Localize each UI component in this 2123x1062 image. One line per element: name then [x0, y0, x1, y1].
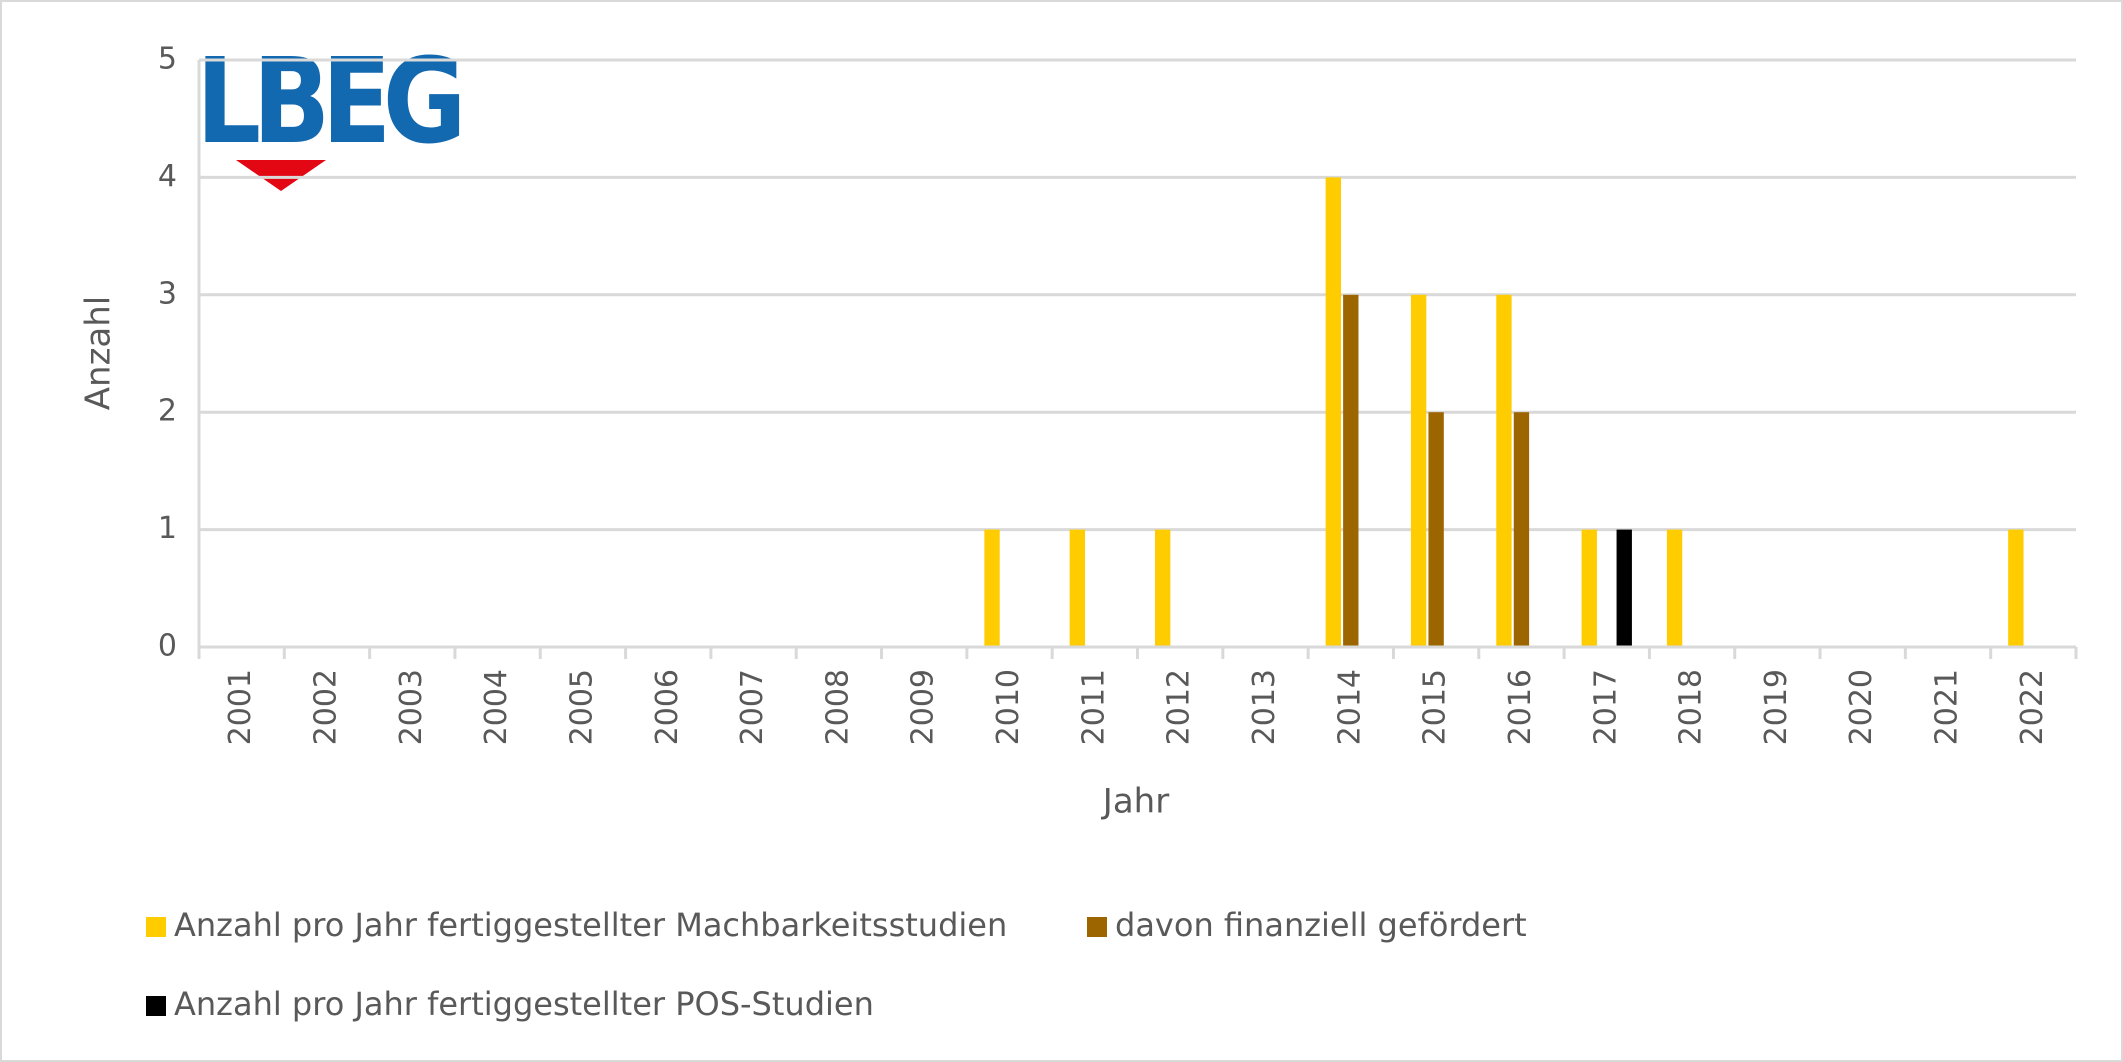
bar — [1616, 529, 1632, 647]
x-tick-label: 2001 — [223, 669, 258, 745]
legend-swatch — [146, 996, 166, 1016]
legend-label: Anzahl pro Jahr fertiggestellter Machbar… — [174, 906, 1007, 944]
bar — [984, 529, 1000, 647]
x-tick-label: 2008 — [820, 669, 855, 745]
legend-label: davon finanziell gefördert — [1115, 906, 1527, 944]
x-tick-label: 2005 — [564, 669, 599, 745]
y-tick-label: 0 — [158, 629, 177, 664]
x-tick-label: 2020 — [1844, 669, 1879, 745]
bar — [1069, 529, 1086, 647]
logo-text: LBEG — [196, 32, 460, 170]
x-tick-label: 2019 — [1759, 669, 1794, 745]
x-tick-label: 2006 — [650, 669, 685, 745]
x-tick-label: 2017 — [1588, 669, 1623, 745]
y-tick-label: 4 — [158, 159, 177, 194]
x-tick-label: 2015 — [1418, 669, 1453, 745]
x-tick-label: 2014 — [1332, 669, 1367, 745]
y-tick-label: 1 — [158, 511, 177, 546]
bar — [1513, 412, 1530, 647]
x-tick-label: 2021 — [1930, 669, 1965, 745]
bar — [1154, 529, 1171, 647]
x-tick-label: 2002 — [308, 669, 343, 745]
x-axis-title: Jahr — [1101, 782, 1169, 822]
bar — [1581, 529, 1597, 647]
bar — [1496, 294, 1512, 647]
bar — [1666, 529, 1683, 647]
x-tick-label: 2009 — [906, 669, 941, 745]
y-tick-label: 2 — [158, 394, 177, 429]
legend-label: Anzahl pro Jahr fertiggestellter POS-Stu… — [174, 985, 874, 1023]
x-tick-label: 2007 — [735, 669, 770, 745]
logo: LBEG — [196, 32, 470, 191]
y-axis-title: Anzahl — [79, 296, 119, 410]
x-tick-label: 2004 — [479, 669, 514, 745]
bar — [1343, 294, 1359, 647]
bar — [1325, 177, 1341, 647]
logo-triangle — [236, 160, 326, 191]
legend-swatch — [146, 917, 166, 937]
x-tick-label: 2012 — [1162, 669, 1197, 745]
x-tick-label: 2013 — [1247, 669, 1282, 745]
bar — [2008, 529, 2024, 647]
y-tick-label: 5 — [158, 42, 177, 77]
x-tick-label: 2016 — [1503, 669, 1538, 745]
x-tick-label: 2018 — [1674, 669, 1709, 745]
bar — [1410, 294, 1427, 647]
x-tick-label: 2022 — [2015, 669, 2050, 745]
x-tick-label: 2011 — [1076, 669, 1111, 745]
y-tick-label: 3 — [158, 276, 177, 311]
x-tick-label: 2010 — [991, 669, 1026, 745]
x-tick-label: 2003 — [394, 669, 429, 745]
bar — [1428, 412, 1444, 647]
legend-swatch — [1087, 917, 1107, 937]
